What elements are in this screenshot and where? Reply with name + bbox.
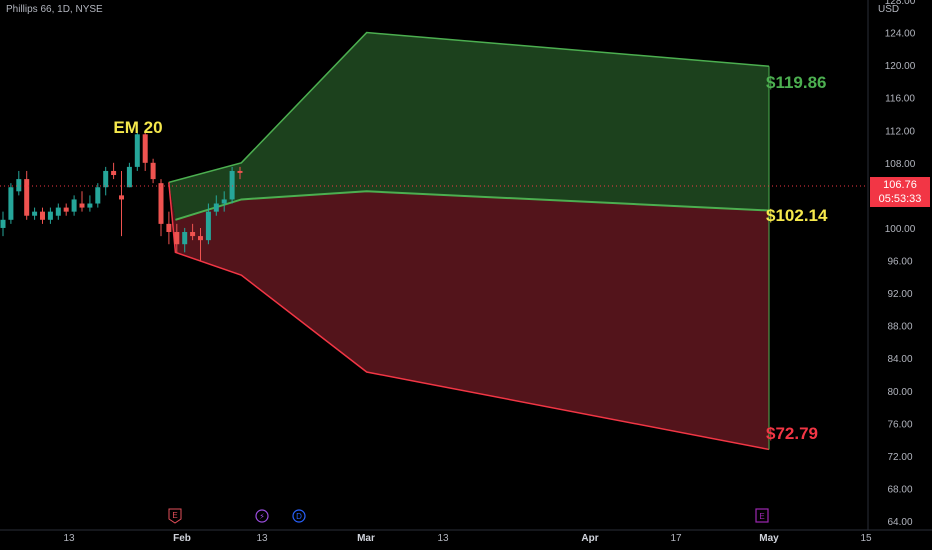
price-tick-label: 96.00: [887, 257, 912, 268]
split-event-icon[interactable]: ⚡: [255, 509, 269, 523]
candle-body: [79, 203, 85, 208]
price-tick-label: 116.00: [885, 94, 915, 105]
price-tick-label: 72.00: [887, 452, 912, 463]
candle-body: [198, 236, 203, 241]
price-tick-label: 92.00: [887, 289, 912, 300]
candle-body: [87, 203, 93, 208]
candle-body: [0, 219, 6, 228]
earnings-event-icon[interactable]: E: [168, 508, 182, 524]
candlesticks: [0, 130, 243, 261]
middle-target-label: $102.14: [766, 206, 828, 225]
candle-body: [55, 207, 61, 216]
upper-target-label: $119.86: [766, 73, 827, 92]
candle-body: [150, 162, 156, 180]
price-tick-label: 100.00: [885, 224, 916, 235]
price-tick-label: 76.00: [887, 419, 912, 430]
candle-body: [229, 170, 235, 200]
earnings-upcoming-icon[interactable]: E: [755, 508, 769, 523]
candle-body: [126, 166, 132, 188]
price-tick-label: 68.00: [887, 484, 912, 495]
earnings-upcoming-letter: E: [759, 512, 764, 521]
candle-body: [71, 199, 77, 212]
time-tick-label: Feb: [173, 533, 191, 544]
earnings-event-letter: E: [172, 511, 177, 520]
upper-band-area: [168, 32, 770, 220]
candle-body: [40, 211, 45, 220]
candle-body: [142, 134, 148, 163]
lower-band-area: [168, 182, 770, 450]
candle-body: [205, 211, 211, 241]
candle-body: [8, 187, 14, 220]
lower-band-line: [168, 182, 770, 451]
time-tick-label: Mar: [357, 533, 375, 544]
candle-body: [63, 207, 69, 212]
lower-target-label: $72.79: [766, 424, 818, 443]
currency-label: USD: [878, 4, 900, 15]
candle-body: [174, 232, 180, 245]
time-tick-label: May: [759, 533, 779, 544]
price-tick-label: 112.00: [885, 126, 915, 137]
time-tick-label: 13: [256, 533, 268, 544]
candle-body: [95, 187, 101, 204]
candle-body: [213, 203, 219, 212]
price-axis: 64.00 68.00 72.00 76.00 80.00 84.00 88.00 92.00…: [885, 0, 916, 528]
time-tick-label: 13: [437, 533, 449, 544]
candle-body: [119, 195, 124, 200]
price-tick-label: 64.00: [887, 517, 912, 528]
price-tick-label: 108.00: [885, 159, 916, 170]
price-tick-label: 88.00: [887, 322, 912, 333]
price-tick-label: 120.00: [885, 61, 916, 72]
bar-countdown: 05:53:33: [878, 193, 922, 205]
current-price-value: 106.76: [883, 179, 917, 191]
upper-band-line: [168, 31, 770, 184]
candle-body: [158, 183, 164, 224]
expected-move-bands: [168, 31, 770, 451]
candle-body: [16, 179, 22, 192]
candle-body: [111, 170, 117, 176]
em20-label: EM 20: [113, 118, 162, 137]
price-tick-label: 84.00: [887, 354, 912, 365]
dividend-event-icon[interactable]: D: [292, 509, 306, 523]
candle-body: [134, 134, 140, 167]
time-tick-label: 15: [860, 533, 872, 544]
current-price-tag: 106.76 05:53:33: [870, 177, 930, 207]
candle-body: [24, 179, 30, 216]
candle-body: [166, 223, 172, 233]
candle-body: [47, 211, 53, 220]
time-axis: 13 Feb 13 Mar 13 Apr 17 May 15: [63, 533, 872, 544]
split-event-glyph: ⚡: [259, 512, 265, 521]
time-tick-label: 13: [63, 533, 75, 544]
price-tick-label: 80.00: [887, 387, 912, 398]
candle-body: [103, 170, 109, 188]
price-tick-label: 124.00: [885, 29, 916, 40]
candle-body: [32, 211, 38, 216]
dividend-event-letter: D: [296, 512, 302, 521]
time-tick-label: 17: [670, 533, 682, 544]
candle-body: [221, 199, 227, 204]
symbol-title: Phillips 66, 1D, NYSE: [6, 4, 103, 15]
candle-body: [182, 232, 188, 245]
time-tick-label: Apr: [581, 533, 598, 544]
price-tick-label: 128.00: [885, 0, 916, 7]
candle-body: [190, 232, 196, 237]
candle-body: [237, 170, 243, 173]
